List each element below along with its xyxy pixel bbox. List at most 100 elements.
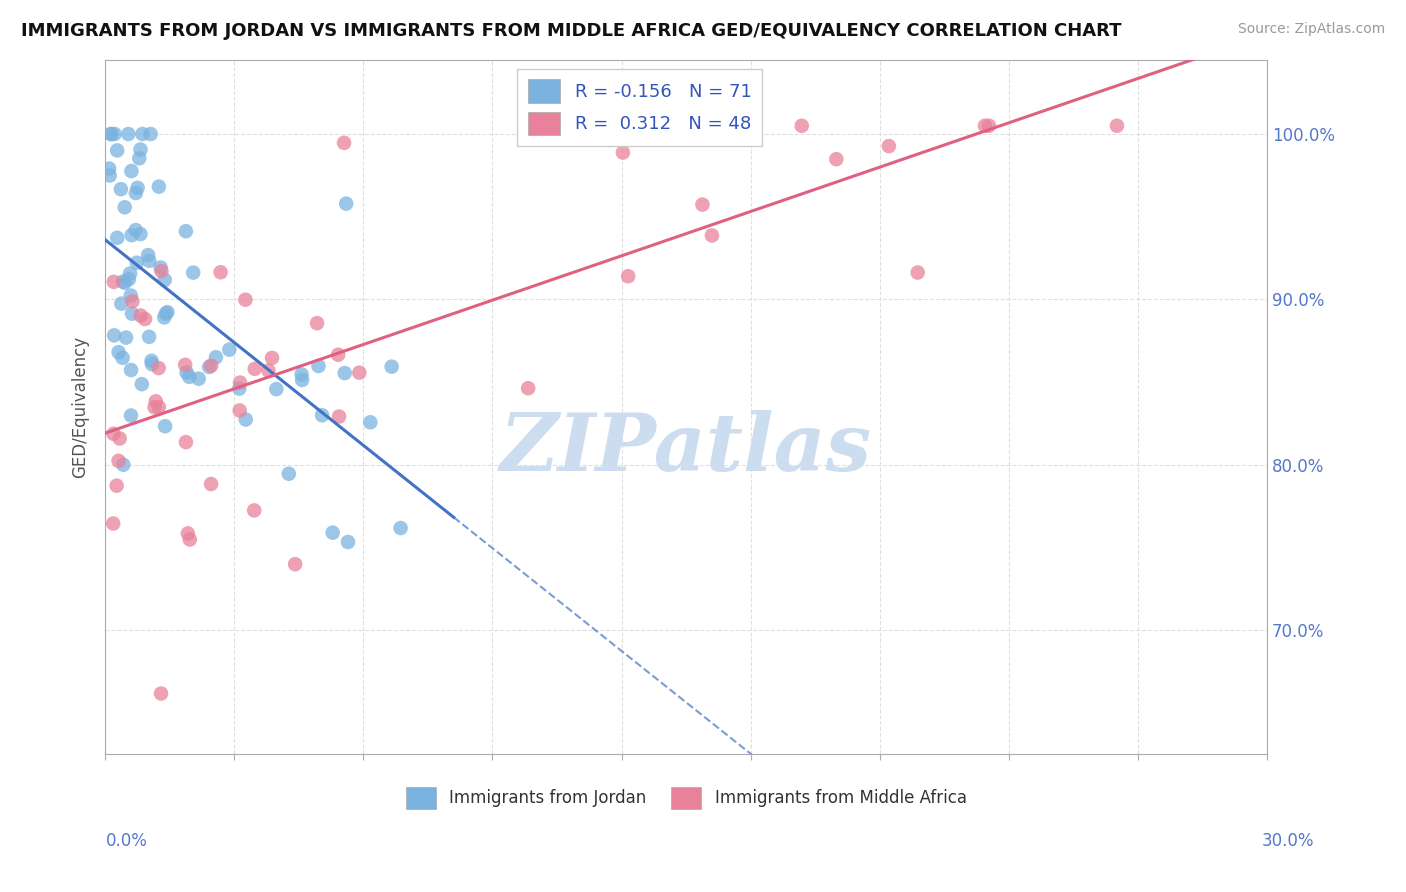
Y-axis label: GED/Equivalency: GED/Equivalency [72,336,89,478]
Point [734,119,756,133]
Point [98,169,121,183]
Point [117,127,139,141]
Point [311,409,333,423]
Point [121,307,143,321]
Point [153,419,176,434]
Point [125,256,148,270]
Point [120,267,142,281]
Point [977,119,1000,133]
Point [198,359,221,374]
Point [107,454,129,468]
Point [974,119,997,133]
Point [322,525,344,540]
Point [129,309,152,323]
Point [100,127,122,141]
Point [291,373,314,387]
Point [105,231,128,245]
Point [692,197,714,211]
Point [359,415,381,429]
Point [174,358,197,372]
Point [825,152,848,166]
Point [143,401,166,415]
Point [120,409,142,423]
Point [235,412,257,426]
Point [176,365,198,379]
Point [148,179,170,194]
Point [877,139,900,153]
Point [156,305,179,319]
Point [115,330,138,344]
Point [328,348,350,362]
Point [257,363,280,377]
Point [107,345,129,359]
Point [100,127,122,141]
Point [381,359,404,374]
Legend: Immigrants from Jordan, Immigrants from Middle Africa: Immigrants from Jordan, Immigrants from … [399,780,973,815]
Point [138,253,160,268]
Point [121,228,143,243]
Point [291,368,314,382]
Point [218,343,240,357]
Point [114,200,136,214]
Point [141,357,163,371]
Point [333,366,356,380]
Point [260,351,283,365]
Point [110,296,132,310]
Point [128,151,150,165]
Point [209,265,232,279]
Point [228,382,250,396]
Point [103,426,125,441]
Point [205,350,228,364]
Point [138,330,160,344]
Point [700,228,723,243]
Point [125,223,148,237]
Point [790,119,813,133]
Point [200,359,222,373]
Point [98,161,121,176]
Point [235,293,257,307]
Text: 30.0%: 30.0% [1263,831,1315,849]
Text: IMMIGRANTS FROM JORDAN VS IMMIGRANTS FROM MIDDLE AFRICA GED/EQUIVALENCY CORRELAT: IMMIGRANTS FROM JORDAN VS IMMIGRANTS FRO… [21,22,1122,40]
Point [148,400,170,414]
Point [335,196,357,211]
Point [129,143,152,157]
Point [150,264,173,278]
Point [120,288,142,302]
Point [243,362,266,376]
Point [277,467,299,481]
Point [308,359,330,373]
Point [177,526,200,541]
Point [228,403,250,417]
Point [121,294,143,309]
Point [118,272,141,286]
Point [103,516,125,531]
Point [103,328,125,343]
Point [103,275,125,289]
Point [112,458,135,472]
Point [617,269,640,284]
Point [349,366,371,380]
Point [1105,119,1128,133]
Point [333,136,356,150]
Point [108,432,131,446]
Point [131,377,153,392]
Point [145,394,167,409]
Point [105,478,128,492]
Point [111,275,134,289]
Point [266,382,288,396]
Text: Source: ZipAtlas.com: Source: ZipAtlas.com [1237,22,1385,37]
Point [148,361,170,376]
Point [134,312,156,326]
Point [187,372,209,386]
Point [139,127,162,141]
Point [200,477,222,491]
Point [120,363,142,377]
Point [141,354,163,368]
Point [129,227,152,241]
Point [105,144,128,158]
Point [612,145,634,160]
Point [155,306,177,320]
Point [153,310,176,325]
Point [149,260,172,275]
Point [328,409,350,424]
